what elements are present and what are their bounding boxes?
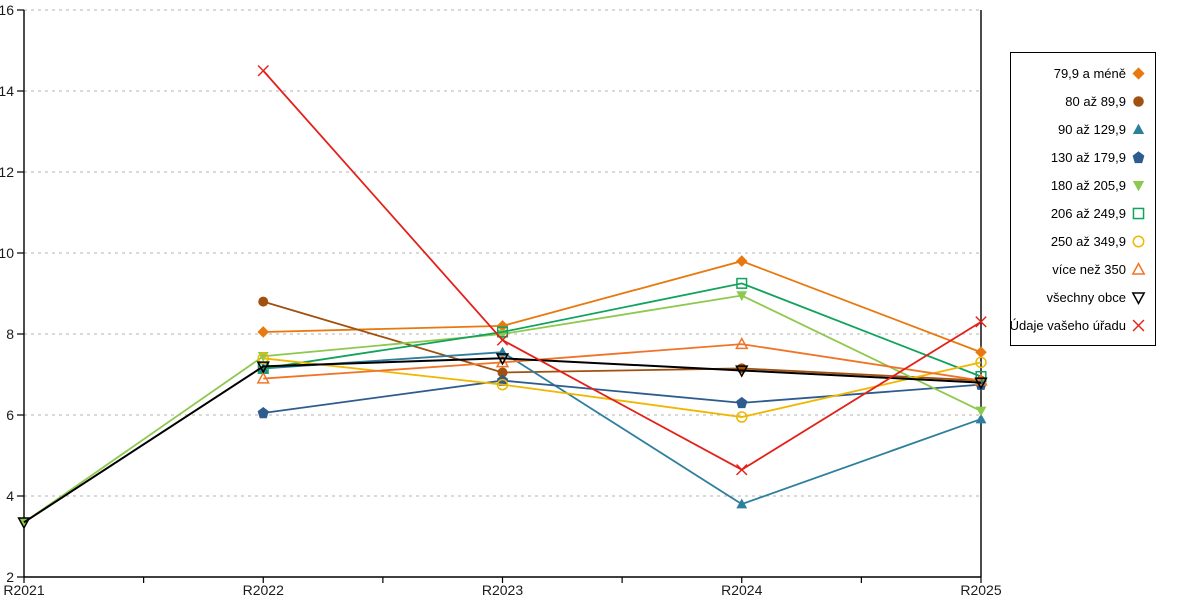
series-line	[263, 260, 982, 354]
data-point	[256, 371, 270, 384]
legend-marker-triangle-down-icon	[1132, 180, 1145, 191]
series--daje-va-eho-adu	[257, 65, 987, 476]
series-line	[262, 70, 982, 471]
series-line	[23, 357, 982, 524]
legend-item-1: 80 až 89,9	[1011, 94, 1155, 109]
data-point	[736, 291, 748, 302]
data-point	[736, 463, 748, 476]
y-tick-label: 4	[6, 488, 14, 504]
data-point	[736, 277, 748, 289]
series-v-echny-obce	[17, 353, 988, 530]
legend-marker-circle-icon	[1132, 235, 1145, 247]
y-tick-label: 6	[6, 407, 14, 423]
data-point	[736, 396, 748, 409]
x-tick-label: R2024	[721, 582, 762, 598]
data-point	[975, 413, 987, 424]
data-point	[975, 356, 987, 369]
legend-item-9: Údaje vašeho úřadu	[1009, 317, 1155, 333]
legend-marker-x-icon	[1132, 319, 1145, 331]
legend-label: 250 až 349,9	[1050, 233, 1126, 249]
series-line	[263, 343, 982, 382]
data-point	[736, 498, 748, 509]
series-line	[262, 300, 982, 382]
legend-marker-square-icon	[1132, 207, 1145, 219]
data-point	[257, 65, 269, 77]
y-tick-label: 16	[0, 2, 14, 18]
data-point	[974, 373, 988, 386]
data-point	[257, 406, 269, 419]
data-point	[496, 378, 509, 391]
data-point	[736, 411, 748, 423]
data-point	[975, 346, 987, 359]
legend-label: 206 až 249,9	[1050, 205, 1126, 221]
legend-marker-circle-icon	[1133, 95, 1144, 107]
legend-item-3: 130 až 179,9	[1011, 150, 1155, 165]
data-point	[257, 326, 270, 338]
data-point	[495, 355, 510, 368]
x-tick-label: R2022	[243, 582, 284, 598]
y-tick-label: 12	[0, 164, 14, 180]
legend: 79,9 a méně 80 až 89,9 90 až 129,9 130 až 1…	[1010, 52, 1156, 346]
legend-label: 130 až 179,9	[1050, 149, 1126, 165]
data-point	[256, 361, 270, 374]
legend-marker-pentagon-icon	[1132, 150, 1145, 163]
series-130-a-179-9	[257, 374, 987, 419]
legend-label: více než 350	[1052, 261, 1126, 277]
series-v-ce-ne-350	[256, 336, 988, 386]
x-tick-label: R2025	[960, 582, 1001, 598]
data-point	[496, 326, 509, 338]
data-point	[258, 296, 269, 307]
legend-label: Údaje vašeho úřadu	[1009, 317, 1126, 333]
legend-label: všechny obce	[1046, 289, 1127, 305]
legend-label: 80 až 89,9	[1065, 93, 1126, 109]
data-point	[496, 334, 509, 346]
legend-item-7: více než 350	[1011, 262, 1155, 277]
legend-label: 180 až 205,9	[1050, 177, 1126, 193]
series-line	[263, 282, 982, 378]
series-line	[263, 379, 982, 414]
legend-marker-diamond-icon	[1132, 66, 1145, 80]
data-point	[975, 406, 987, 417]
data-point	[735, 255, 748, 267]
legend-item-6: 250 až 349,9	[1011, 234, 1155, 249]
legend-marker-triangle-up-icon	[1131, 261, 1146, 275]
axes: 2 4 6 8 10 12 14 16 R2021 R2022 R2023 R2024 R2025	[0, 2, 1002, 598]
legend-item-2: 90 až 129,9	[1011, 122, 1155, 137]
legend-item-8: všechny obce	[1011, 290, 1155, 305]
data-point	[974, 377, 988, 390]
data-point	[495, 353, 510, 366]
data-point	[975, 370, 987, 383]
data-point	[17, 517, 31, 530]
legend-label: 90 až 129,9	[1058, 121, 1126, 137]
data-point	[975, 316, 987, 328]
series-250-a-349-9	[257, 352, 987, 423]
y-tick-label: 8	[6, 326, 14, 342]
y-tick-label: 10	[0, 245, 14, 261]
data-point	[257, 352, 269, 365]
legend-marker-triangle-up-icon	[1132, 123, 1145, 134]
legend-item-0: 79,9 a méně	[1011, 66, 1155, 81]
data-point	[497, 346, 508, 357]
x-tick-label: R2023	[482, 582, 523, 598]
legend-label: 79,9 a méně	[1053, 65, 1126, 81]
data-point	[735, 336, 749, 350]
legend-item-5: 206 až 249,9	[1011, 206, 1155, 221]
data-point	[735, 365, 749, 378]
data-point	[496, 320, 509, 332]
series-79-9-a-m-n-	[257, 255, 987, 359]
series-line	[263, 351, 982, 506]
data-point	[497, 367, 508, 378]
legend-item-4: 180 až 205,9	[1011, 178, 1155, 193]
legend-marker-triangle-down-icon	[1131, 291, 1146, 305]
x-tick-label: R2021	[3, 582, 44, 598]
series-line	[263, 357, 982, 418]
y-tick-label: 2	[6, 569, 14, 585]
y-tick-label: 14	[0, 83, 14, 99]
